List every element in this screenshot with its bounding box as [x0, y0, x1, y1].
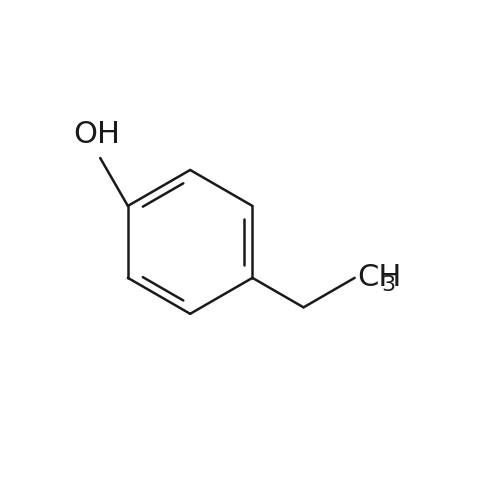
Text: CH: CH — [358, 262, 402, 292]
Text: 3: 3 — [382, 275, 396, 295]
Text: OH: OH — [73, 120, 120, 149]
